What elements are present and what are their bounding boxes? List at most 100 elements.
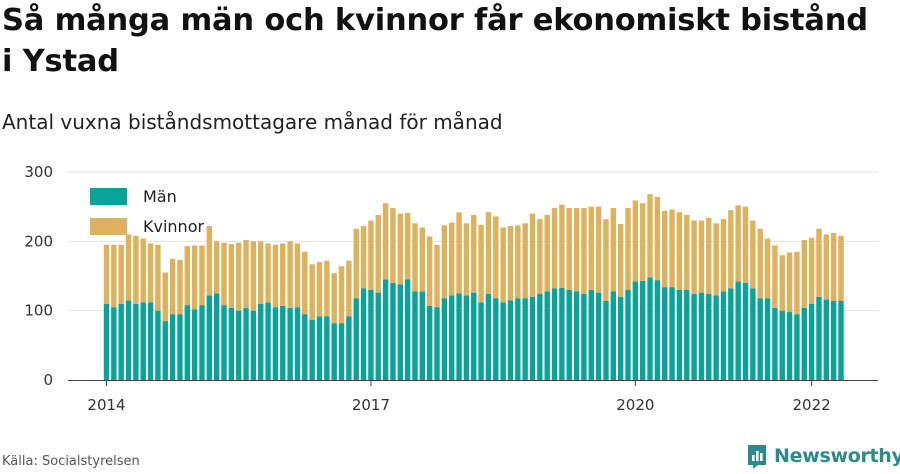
bar-women [133, 235, 139, 304]
bar-women [581, 208, 587, 295]
bar-men [551, 288, 558, 380]
bar-men [573, 291, 580, 380]
bar-women [764, 238, 771, 299]
bar-men [316, 316, 323, 380]
bar-men [390, 282, 396, 380]
bar-women [801, 239, 807, 308]
bar-women [691, 220, 697, 295]
bar-men [250, 310, 257, 380]
bar-women [728, 210, 734, 289]
bar-men [478, 302, 484, 380]
bar-women [360, 226, 367, 289]
bar-women [456, 212, 462, 294]
bar-women [676, 212, 683, 290]
bar-women [441, 225, 448, 299]
bar-women [346, 260, 352, 317]
bar-men [228, 307, 235, 380]
bar-men [346, 316, 352, 380]
bar-men [162, 321, 168, 380]
bar-women [368, 220, 374, 290]
bar-men [456, 293, 462, 380]
bar-men [463, 295, 470, 380]
bar-women [698, 220, 705, 293]
bar-women [529, 213, 536, 297]
bar-women [382, 203, 389, 280]
chart-subtitle: Antal vuxna biståndsmottagare månad för … [2, 110, 503, 134]
bar-women [280, 243, 286, 306]
bar-men [684, 289, 690, 380]
bar-women [316, 262, 323, 317]
bar-men [353, 298, 359, 380]
bar-women [169, 258, 176, 315]
bar-men [213, 293, 220, 380]
bar-men [706, 294, 712, 380]
bar-women [522, 223, 528, 299]
bar-men [779, 310, 785, 380]
bar-women [493, 216, 499, 299]
bar-women [199, 245, 205, 306]
bar-women [375, 214, 381, 293]
bar-men [206, 295, 213, 380]
bar-men [397, 284, 403, 380]
bar-women [243, 239, 249, 308]
x-tick-label: 2020 [616, 396, 654, 414]
bar-women [191, 245, 198, 310]
y-tick-label: 0 [43, 371, 53, 389]
bar-men [537, 294, 543, 380]
newsworthy-logo-icon [748, 445, 766, 469]
bar-women [463, 223, 470, 296]
bar-men [691, 294, 697, 380]
bar-men [426, 305, 433, 380]
bar-men [742, 282, 749, 380]
bar-women [177, 260, 183, 315]
y-tick-label: 200 [24, 232, 53, 250]
bar-women [471, 214, 477, 293]
bar-women [838, 235, 844, 301]
y-tick-label: 100 [24, 302, 53, 320]
bar-women [294, 243, 301, 308]
bar-men [735, 281, 741, 380]
bar-women [706, 217, 712, 295]
brand-name: Newsworthy [774, 445, 900, 467]
bar-men [493, 298, 499, 380]
bar-women [500, 227, 506, 303]
legend-label-women: Kvinnor [143, 217, 204, 236]
brand-logo[interactable]: Newsworthy [746, 441, 900, 471]
bar-men [500, 302, 506, 380]
bar-women [162, 272, 168, 322]
bar-men [125, 300, 132, 380]
bar-women [236, 242, 242, 311]
bar-women [184, 246, 190, 306]
bar-men [309, 319, 315, 380]
bar-men [610, 291, 617, 380]
bar-women [449, 222, 455, 296]
bar-men [566, 289, 572, 380]
bar-women [118, 244, 124, 304]
bar-men [449, 295, 455, 380]
bar-men [808, 303, 815, 380]
bar-women [338, 266, 345, 324]
bar-men [676, 289, 683, 380]
bar-women [625, 208, 631, 290]
bar-men [757, 298, 763, 380]
bar-men [485, 294, 492, 380]
bar-women [647, 194, 653, 278]
bar-men [404, 279, 411, 380]
bar-women [331, 273, 337, 324]
x-tick-label: 2017 [352, 396, 390, 414]
bar-women [213, 241, 220, 294]
bar-men [698, 292, 705, 380]
bar-men [419, 291, 426, 380]
bar-men [603, 300, 609, 380]
bar-men [522, 298, 528, 380]
legend-label-men: Män [143, 187, 177, 206]
bar-men [786, 312, 793, 380]
bar-men [764, 298, 771, 380]
bar-women [228, 244, 235, 308]
bar-men [595, 292, 602, 380]
bar-women [632, 200, 639, 282]
bar-women [206, 226, 213, 296]
bar-men [133, 303, 139, 380]
bar-women [610, 208, 617, 292]
bar-women [639, 203, 646, 281]
